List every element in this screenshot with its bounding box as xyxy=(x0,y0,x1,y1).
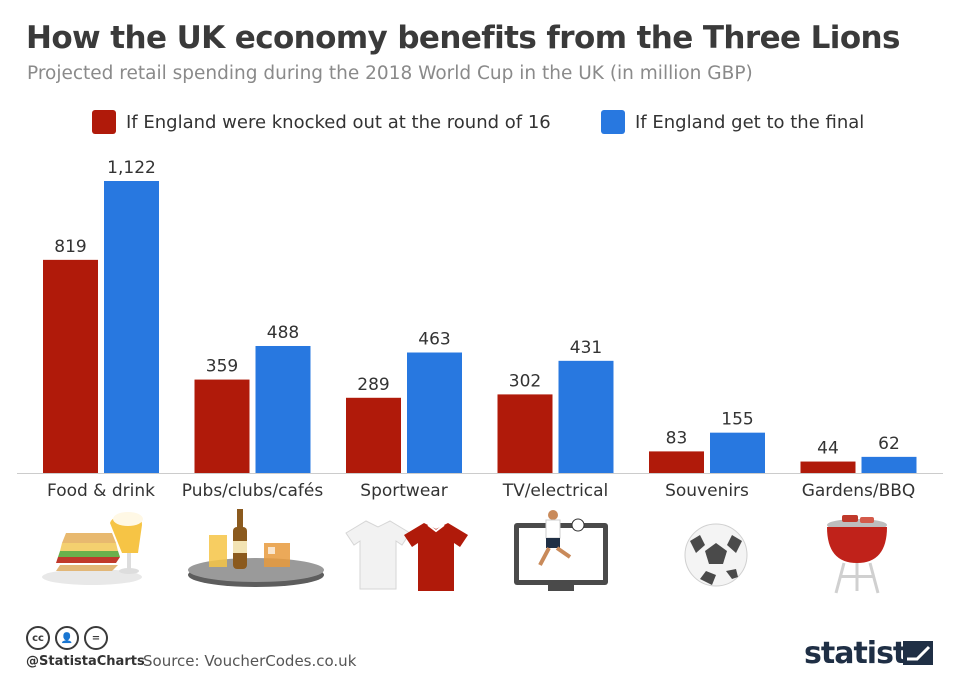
legend-label-round16: If England were knocked out at the round… xyxy=(126,111,551,133)
bar-round16-0 xyxy=(43,259,98,473)
legend-swatch-final xyxy=(601,110,625,134)
category-label-4: Souvenirs xyxy=(665,481,749,501)
legend: If England were knocked out at the round… xyxy=(0,110,960,138)
tv-footballer-icon xyxy=(514,510,608,591)
value-label-final-0: 1,122 xyxy=(107,158,156,178)
value-label-round16-5: 44 xyxy=(817,439,839,459)
chart-subtitle: Projected retail spending during the 201… xyxy=(27,63,753,84)
category-icons xyxy=(42,509,887,594)
bar-round16-5 xyxy=(800,461,856,473)
category-label-5: Gardens/BBQ xyxy=(802,481,916,501)
bar-round16-1 xyxy=(194,379,250,473)
value-label-final-3: 431 xyxy=(570,338,602,358)
value-label-final-4: 155 xyxy=(721,410,753,430)
bar-chart: 819 1,122 Food & drink 359 488 Pubs/clubs/caf… xyxy=(17,158,943,501)
bar-final-5 xyxy=(861,456,917,473)
category-label-1: Pubs/clubs/cafés xyxy=(182,481,324,501)
drinks-tray-icon xyxy=(188,509,324,587)
bar-final-4 xyxy=(710,432,765,473)
bar-final-1 xyxy=(255,345,311,473)
source-text: Source: VoucherCodes.co.uk xyxy=(143,652,357,670)
bar-round16-4 xyxy=(649,451,704,473)
value-label-final-2: 463 xyxy=(418,330,450,350)
legend-item-final: If England get to the final xyxy=(601,110,864,134)
value-label-round16-4: 83 xyxy=(666,428,688,448)
chart-title: How the UK economy benefits from the Thr… xyxy=(26,20,900,56)
statista-logo-icon xyxy=(903,641,933,665)
category-label-3: TV/electrical xyxy=(502,481,609,501)
bar-round16-3 xyxy=(497,394,553,473)
no-derivatives-icon: = xyxy=(84,626,108,650)
football-shirts-icon xyxy=(345,520,468,591)
value-label-round16-1: 359 xyxy=(206,357,238,377)
attribution-icon: 👤 xyxy=(55,626,79,650)
bar-final-2 xyxy=(407,352,462,473)
legend-item-round16: If England were knocked out at the round… xyxy=(92,110,551,134)
sandwich-and-beer-icon xyxy=(42,512,143,585)
license-icons: cc 👤 = xyxy=(26,626,108,650)
cc-icon: cc xyxy=(26,626,50,650)
value-label-final-1: 488 xyxy=(267,323,299,343)
legend-swatch-round16 xyxy=(92,110,116,134)
football-icon xyxy=(684,523,748,587)
category-label-2: Sportwear xyxy=(360,481,447,501)
bar-final-3 xyxy=(558,360,614,473)
statista-handle[interactable]: @StatistaCharts xyxy=(26,654,145,669)
value-label-final-5: 62 xyxy=(878,434,900,454)
bar-round16-2 xyxy=(346,397,401,473)
legend-label-final: If England get to the final xyxy=(635,111,865,133)
value-label-round16-0: 819 xyxy=(54,237,86,257)
value-label-round16-3: 302 xyxy=(509,371,541,391)
bar-final-0 xyxy=(104,181,159,473)
category-label-0: Food & drink xyxy=(47,481,155,501)
value-label-round16-2: 289 xyxy=(357,375,389,395)
bbq-grill-icon xyxy=(827,515,887,594)
